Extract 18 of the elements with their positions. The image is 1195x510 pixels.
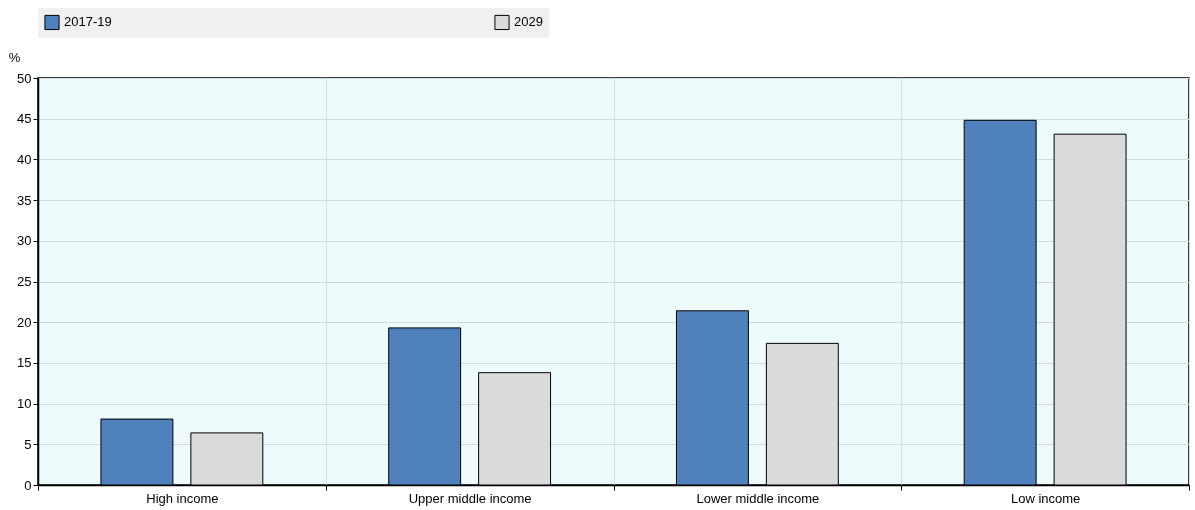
y-tick-label: 40: [17, 151, 32, 167]
y-axis-title: %: [8, 49, 21, 65]
x-tick-label: Lower middle income: [696, 490, 820, 506]
y-tick-label: 0: [24, 477, 32, 493]
y-tick-label: 20: [17, 314, 32, 330]
y-tick-label: 45: [17, 111, 32, 127]
legend-label: 2029: [514, 14, 543, 30]
y-tick-label: 35: [17, 192, 32, 208]
y-tick-label: 10: [17, 396, 32, 412]
x-tick-label: Upper middle income: [408, 490, 532, 506]
y-tick-label: 15: [17, 355, 32, 371]
y-tick-label: 50: [17, 70, 32, 86]
x-tick-label: High income: [146, 490, 219, 506]
y-tick-label: 30: [17, 233, 32, 249]
y-tick-label: 5: [24, 436, 32, 452]
x-tick-label: Low income: [1010, 490, 1081, 506]
legend-label: 2017-19: [64, 14, 112, 30]
y-tick-label: 25: [17, 274, 32, 289]
